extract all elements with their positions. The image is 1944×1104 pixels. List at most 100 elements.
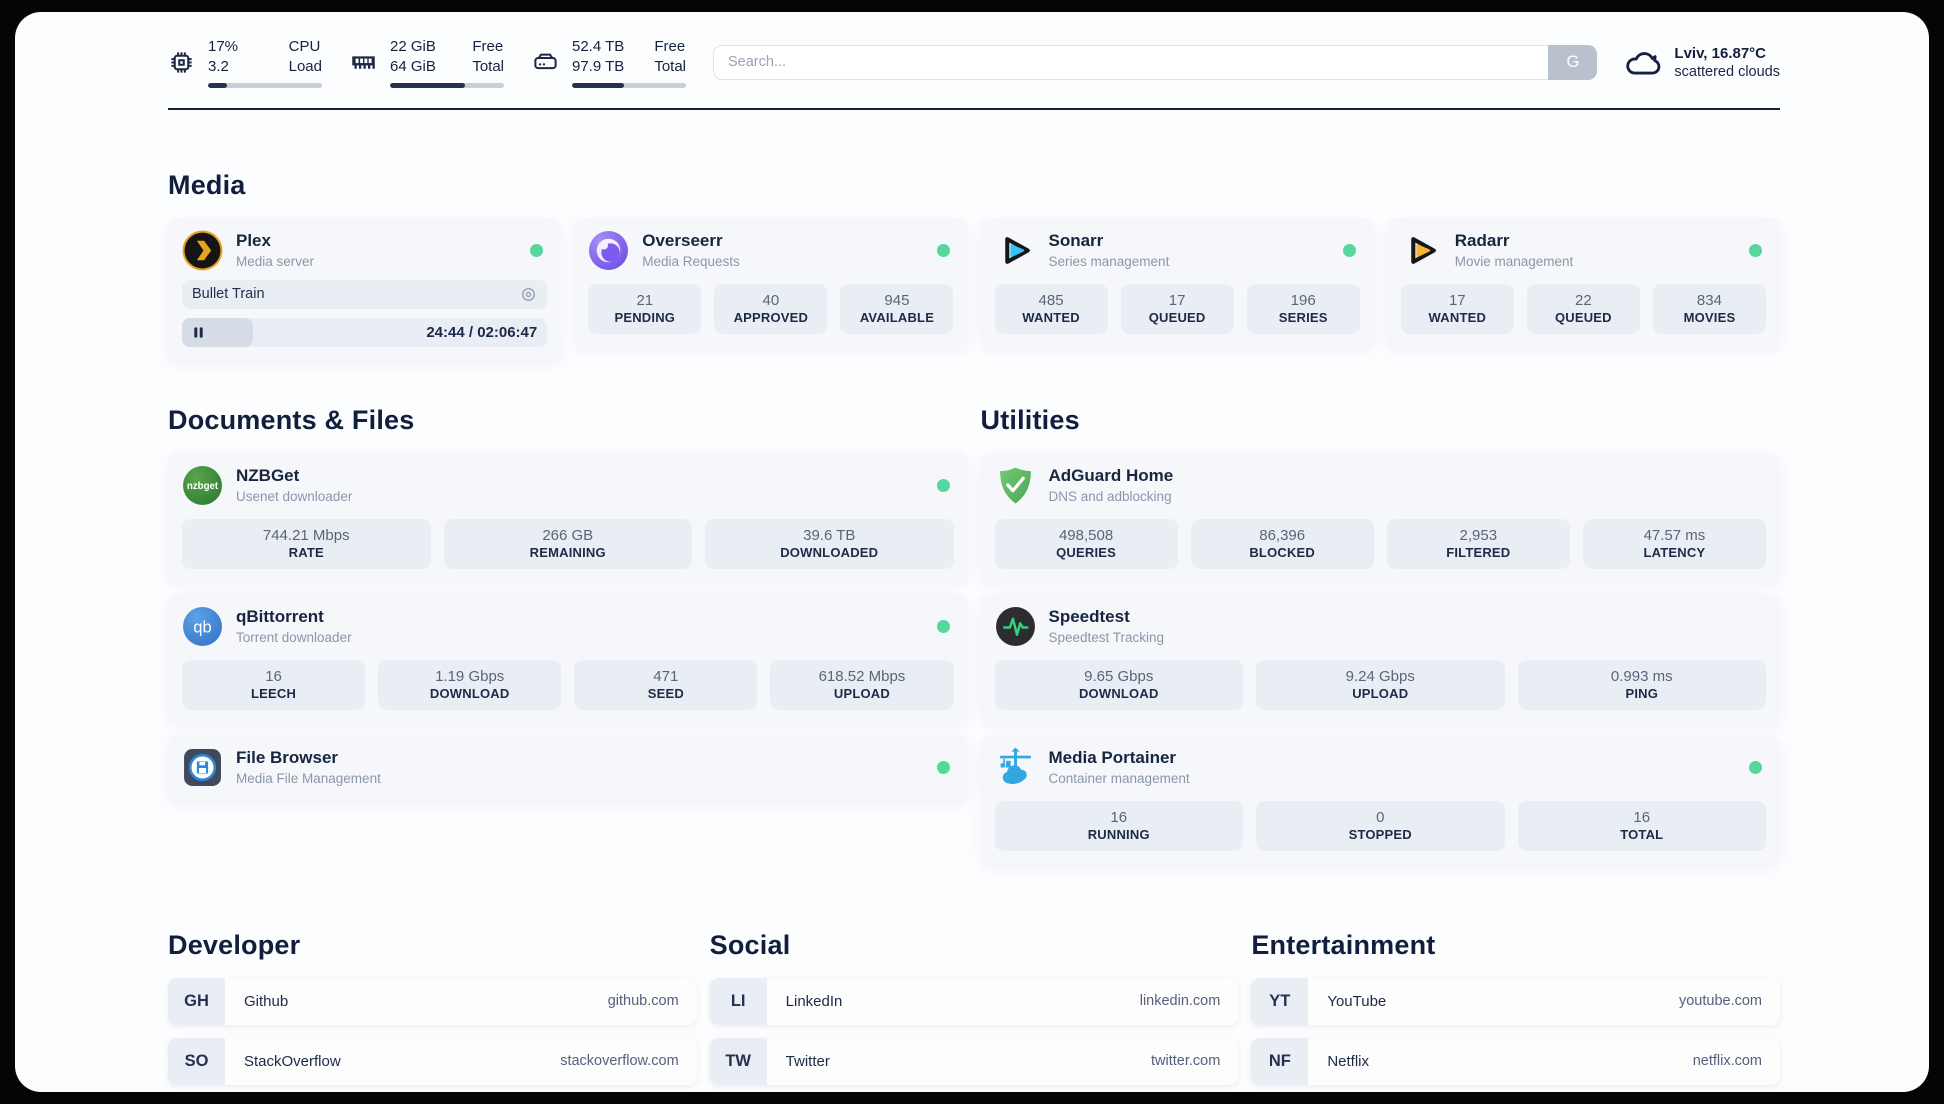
section-entertainment: Entertainment YT YouTube youtube.com NF … [1251, 930, 1780, 1092]
app-name: Plex [236, 231, 271, 251]
now-playing-title: Bullet Train [192, 286, 265, 303]
link-youtube[interactable]: YT YouTube youtube.com [1251, 977, 1780, 1025]
playback-progress-fill [182, 317, 254, 347]
stat-available: 945 AVAILABLE [840, 283, 954, 334]
app-card-portainer[interactable]: Media Portainer Container management 16 … [980, 734, 1780, 863]
section-title-social: Social [709, 929, 791, 960]
app-card-qbittorrent[interactable]: qb qBittorrent Torrent downloader 16 LEE… [168, 593, 968, 722]
pause-icon[interactable] [192, 326, 205, 339]
stat-queries: 498,508 QUERIES [994, 518, 1178, 569]
system-metrics: 17% 3.2 CPU Load [168, 37, 686, 88]
app-card-speedtest[interactable]: Speedtest Speedtest Tracking 9.65 Gbps D… [980, 593, 1780, 722]
link-twitter[interactable]: TW Twitter twitter.com [709, 1037, 1239, 1085]
app-card-nzbget[interactable]: nzbget NZBGet Usenet downloader 744.21 M… [168, 452, 968, 581]
app-description: DNS and adblocking [1048, 488, 1172, 504]
nzbget-icon: nzbget [182, 465, 223, 506]
status-dot [1749, 243, 1762, 257]
ram-free-value: 22 GiB [390, 38, 436, 55]
link-abbr-tile: LI [709, 977, 767, 1025]
section-title-developer: Developer [168, 929, 301, 960]
stat-ping: 0.993 ms PING [1517, 659, 1766, 710]
app-card-adguard[interactable]: AdGuard Home DNS and adblocking 498,508 … [980, 452, 1780, 581]
link-github[interactable]: GH Github github.com [168, 977, 697, 1025]
overseerr-icon [588, 230, 629, 271]
link-abbr-tile: SO [168, 1037, 225, 1085]
app-name: Overseerr [642, 231, 723, 251]
section-title-entertainment: Entertainment [1251, 929, 1436, 960]
app-description: Series management [1048, 253, 1170, 269]
stat-wanted: 17 WANTED [1400, 283, 1514, 334]
lens-icon [520, 286, 537, 303]
svg-text:nzbget: nzbget [187, 481, 219, 492]
app-card-filebrowser[interactable]: File Browser Media File Management [168, 734, 968, 800]
search-box: G [713, 44, 1598, 80]
cpu-usage-value: 17% [208, 38, 239, 55]
stat-download: 1.19 Gbps DOWNLOAD [378, 659, 562, 710]
section-title-utilities: Utilities [980, 404, 1080, 435]
cpu-load-value: 3.2 [208, 57, 229, 75]
stat-upload: 9.24 Gbps UPLOAD [1256, 659, 1505, 710]
disk-progress-bar [572, 82, 686, 88]
disk-total-value: 97.9 TB [572, 57, 625, 75]
stat-downloaded: 39.6 TB DOWNLOADED [705, 518, 954, 569]
disk-free-label: Free [654, 38, 686, 55]
stat-queued: 22 QUEUED [1526, 283, 1640, 334]
sonarr-icon [995, 230, 1036, 271]
section-title-documents: Documents & Files [168, 404, 415, 435]
section-utilities: Utilities AdGuard Home [980, 404, 1780, 876]
status-dot [936, 243, 950, 257]
stat-pending: 21 PENDING [588, 283, 702, 334]
stat-leech: 16 LEECH [182, 659, 366, 710]
app-card-overseerr[interactable]: Overseerr Media Requests 21 PENDING 40 A… [574, 217, 968, 346]
playback-progress-row[interactable]: 24:44 / 02:06:47 [182, 317, 548, 347]
stat-wanted: 485 WANTED [994, 283, 1108, 334]
app-name: qBittorrent [236, 607, 324, 627]
app-name: Speedtest [1048, 607, 1130, 627]
speedtest-icon [995, 606, 1036, 647]
google-search-button[interactable]: G [1548, 44, 1598, 80]
status-dot [936, 478, 950, 492]
qbittorrent-icon: qb [182, 606, 223, 647]
link-abbr-tile: TW [709, 1037, 767, 1085]
app-description: Speedtest Tracking [1048, 629, 1165, 645]
svg-text:qb: qb [193, 618, 211, 636]
stat-queued: 17 QUEUED [1120, 283, 1234, 334]
ram-total-label: Total [472, 57, 504, 75]
disk-icon [532, 49, 559, 76]
status-dot [530, 243, 544, 257]
stat-remaining: 266 GB REMAINING [443, 518, 692, 569]
cpu-icon [168, 49, 195, 76]
now-playing-row[interactable]: Bullet Train [182, 279, 548, 309]
stat-blocked: 86,396 BLOCKED [1190, 518, 1374, 569]
cpu-metric: 17% 3.2 CPU Load [168, 37, 322, 88]
stat-movies: 834 MOVIES [1652, 283, 1766, 334]
section-documents: Documents & Files nzbget NZBG [168, 405, 968, 813]
link-linkedin[interactable]: LI LinkedIn linkedin.com [709, 977, 1239, 1025]
weather-condition: scattered clouds [1674, 63, 1780, 80]
app-name: Sonarr [1048, 231, 1104, 251]
stat-series: 196 SERIES [1246, 283, 1360, 334]
app-description: Torrent downloader [236, 629, 352, 645]
stat-stopped: 0 STOPPED [1256, 800, 1505, 851]
status-dot [936, 619, 950, 633]
filebrowser-icon [182, 747, 223, 788]
top-bar: 17% 3.2 CPU Load [168, 37, 1780, 88]
stat-total: 16 TOTAL [1517, 800, 1766, 851]
disk-total-label: Total [654, 57, 686, 75]
app-card-radarr[interactable]: Radarr Movie management 17 WANTED 22 QUE… [1386, 217, 1780, 346]
cloud-icon [1624, 47, 1661, 78]
stat-upload: 618.52 Mbps UPLOAD [770, 659, 954, 710]
ram-progress-bar [390, 82, 504, 88]
search-input[interactable] [713, 44, 1598, 80]
app-card-plex[interactable]: Plex Media server Bullet Train [168, 217, 562, 359]
disk-metric: 52.4 TB 97.9 TB Free Total [532, 37, 686, 88]
radarr-icon [1401, 230, 1442, 271]
app-card-sonarr[interactable]: Sonarr Series management 485 WANTED 17 Q… [980, 217, 1374, 346]
app-name: AdGuard Home [1048, 466, 1174, 486]
stat-seed: 471 SEED [574, 659, 758, 710]
link-abbr-tile: NF [1251, 1037, 1309, 1085]
playback-time: 24:44 / 02:06:47 [426, 323, 538, 341]
cpu-load-label: Load [288, 57, 322, 75]
link-stackoverflow[interactable]: SO StackOverflow stackoverflow.com [168, 1037, 697, 1085]
link-netflix[interactable]: NF Netflix netflix.com [1251, 1037, 1780, 1085]
